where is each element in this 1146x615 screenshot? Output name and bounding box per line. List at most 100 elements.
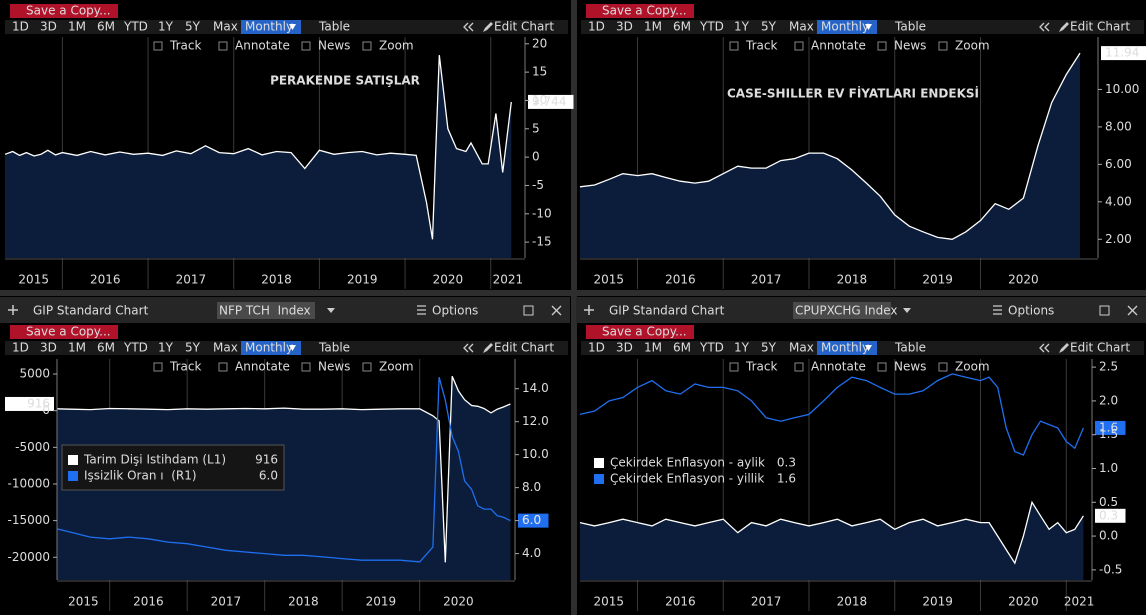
security-field[interactable]: [217, 302, 315, 319]
save-button[interactable]: [586, 325, 694, 339]
table-button[interactable]: Table: [318, 20, 350, 34]
tool-icon: [794, 41, 804, 51]
range-button[interactable]: YTD: [123, 20, 148, 34]
range-button[interactable]: 6M: [97, 341, 115, 355]
save-label[interactable]: Save a Copy...: [26, 4, 111, 18]
x-tick-label: 2020: [433, 273, 464, 287]
period-label[interactable]: Monthly: [245, 20, 293, 34]
y-tick-label: 15: [532, 65, 547, 79]
range-button[interactable]: 1Y: [734, 341, 750, 355]
value-label: 1.6: [1099, 420, 1118, 434]
tool-button[interactable]: Track: [169, 360, 201, 374]
period-button[interactable]: [241, 20, 301, 34]
tool-button[interactable]: Zoom: [955, 39, 990, 53]
tool-button[interactable]: News: [318, 360, 350, 374]
tool-button[interactable]: Annotate: [235, 39, 290, 53]
range-button[interactable]: Max: [213, 20, 238, 34]
tool-button[interactable]: Track: [745, 360, 777, 374]
range-button[interactable]: Max: [213, 341, 238, 355]
tool-icon: [938, 41, 948, 51]
maximize[interactable]: [523, 305, 534, 316]
range-button[interactable]: 5Y: [761, 341, 777, 355]
legend-swatch: [68, 471, 78, 481]
range-button[interactable]: 1D: [588, 20, 605, 34]
period-button[interactable]: [817, 20, 877, 34]
edit-button[interactable]: Edit Chart: [494, 341, 554, 355]
range-button[interactable]: 3D: [616, 341, 633, 355]
range-button[interactable]: 6M: [673, 341, 691, 355]
tool-icon: [301, 362, 311, 372]
range-button[interactable]: 5Y: [185, 20, 201, 34]
tool-icon: [362, 362, 372, 372]
range-button[interactable]: YTD: [699, 341, 724, 355]
range-button[interactable]: YTD: [699, 20, 724, 34]
range-button[interactable]: YTD: [123, 341, 148, 355]
tool-button[interactable]: Track: [745, 39, 777, 53]
security-field[interactable]: [793, 302, 891, 319]
tool-button[interactable]: Annotate: [811, 39, 866, 53]
range-button[interactable]: 1M: [644, 20, 662, 34]
save-label[interactable]: Save a Copy...: [602, 325, 687, 339]
save-button[interactable]: [10, 4, 118, 18]
save-label[interactable]: Save a Copy...: [26, 325, 111, 339]
range-button[interactable]: 6M: [97, 20, 115, 34]
range-button[interactable]: 3D: [40, 341, 57, 355]
legend-label: Çekirdek Enflasyon - aylik: [610, 456, 765, 470]
y-tick-label: 14.0: [522, 381, 549, 395]
tool-button[interactable]: News: [894, 360, 926, 374]
table-button[interactable]: Table: [894, 341, 926, 355]
range-button[interactable]: 1D: [588, 341, 605, 355]
tool-button[interactable]: Annotate: [235, 360, 290, 374]
range-button[interactable]: 1M: [644, 341, 662, 355]
period-label[interactable]: Monthly: [821, 20, 869, 34]
tool-button[interactable]: Zoom: [379, 360, 414, 374]
range-button[interactable]: 6M: [673, 20, 691, 34]
range-button[interactable]: 1M: [68, 20, 86, 34]
edit-button[interactable]: Edit Chart: [1070, 341, 1130, 355]
range-button[interactable]: 5Y: [761, 20, 777, 34]
range-button[interactable]: 1M: [68, 341, 86, 355]
range-button[interactable]: Max: [789, 20, 814, 34]
save-label[interactable]: Save a Copy...: [602, 4, 687, 18]
edit-button[interactable]: Edit Chart: [494, 20, 554, 34]
period-label[interactable]: Monthly: [245, 341, 293, 355]
value-label: 9.744: [532, 94, 566, 108]
y-tick-label: 10: [532, 93, 547, 107]
x-tick-label: 2019: [347, 273, 378, 287]
edit-button[interactable]: Edit Chart: [1070, 20, 1130, 34]
tool-button[interactable]: Track: [169, 39, 201, 53]
range-button[interactable]: 3D: [616, 20, 633, 34]
tool-button[interactable]: News: [894, 39, 926, 53]
period-label[interactable]: Monthly: [821, 341, 869, 355]
security[interactable]: CPUPXCHG Index: [795, 304, 898, 318]
save-button[interactable]: [586, 4, 694, 18]
range-button[interactable]: 1Y: [158, 20, 174, 34]
table-button[interactable]: Table: [318, 341, 350, 355]
line: [579, 373, 1084, 456]
range-button[interactable]: Max: [789, 341, 814, 355]
save-button[interactable]: [10, 325, 118, 339]
tool-button[interactable]: News: [318, 39, 350, 53]
options[interactable]: Options: [432, 304, 478, 318]
close[interactable]: [1127, 305, 1138, 316]
range-button[interactable]: 5Y: [185, 341, 201, 355]
maximize[interactable]: [1099, 305, 1110, 316]
table-button[interactable]: Table: [894, 20, 926, 34]
options[interactable]: Options: [1008, 304, 1054, 318]
period-arrow: [289, 345, 296, 351]
range-button[interactable]: 1D: [12, 20, 29, 34]
close[interactable]: [551, 305, 562, 316]
tool-button[interactable]: Zoom: [955, 360, 990, 374]
range-button[interactable]: 1D: [12, 341, 29, 355]
security[interactable]: NFP TCH Index: [219, 304, 311, 318]
period-button[interactable]: [241, 341, 301, 355]
period-button[interactable]: [817, 341, 877, 355]
range-button[interactable]: 3D: [40, 20, 57, 34]
range-button[interactable]: 1Y: [734, 20, 750, 34]
line: [56, 375, 511, 563]
move-icon: [8, 305, 18, 315]
tool-button[interactable]: Zoom: [379, 39, 414, 53]
range-button[interactable]: 1Y: [158, 341, 174, 355]
tool-button[interactable]: Annotate: [811, 360, 866, 374]
